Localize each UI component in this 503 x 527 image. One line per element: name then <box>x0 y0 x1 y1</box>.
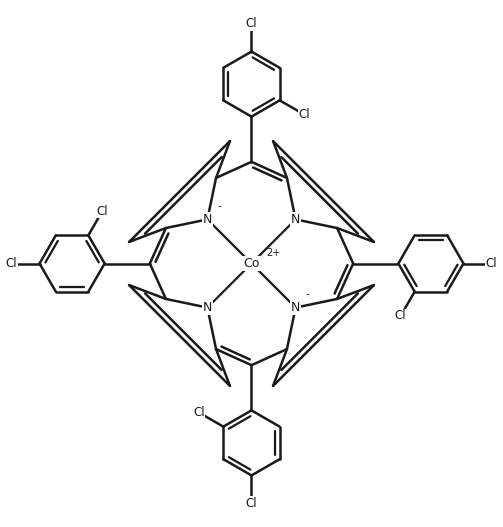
Text: N: N <box>203 213 212 226</box>
Text: Co: Co <box>243 257 260 270</box>
Text: Cl: Cl <box>395 309 406 323</box>
Text: 2+: 2+ <box>266 248 280 258</box>
Text: N: N <box>291 213 300 226</box>
Text: Cl: Cl <box>97 204 108 218</box>
Text: Cl: Cl <box>486 257 497 270</box>
Text: N: N <box>203 301 212 314</box>
Text: N: N <box>203 301 212 314</box>
Text: Cl: Cl <box>298 108 310 121</box>
Text: N: N <box>291 301 300 314</box>
Text: N: N <box>291 301 300 314</box>
Text: Cl: Cl <box>245 17 258 30</box>
Text: Cl: Cl <box>193 406 205 419</box>
Text: N: N <box>291 213 300 226</box>
Text: N: N <box>203 213 212 226</box>
Text: Cl: Cl <box>245 497 258 510</box>
Text: -: - <box>305 289 309 299</box>
Text: Cl: Cl <box>6 257 17 270</box>
Text: -: - <box>217 201 221 211</box>
